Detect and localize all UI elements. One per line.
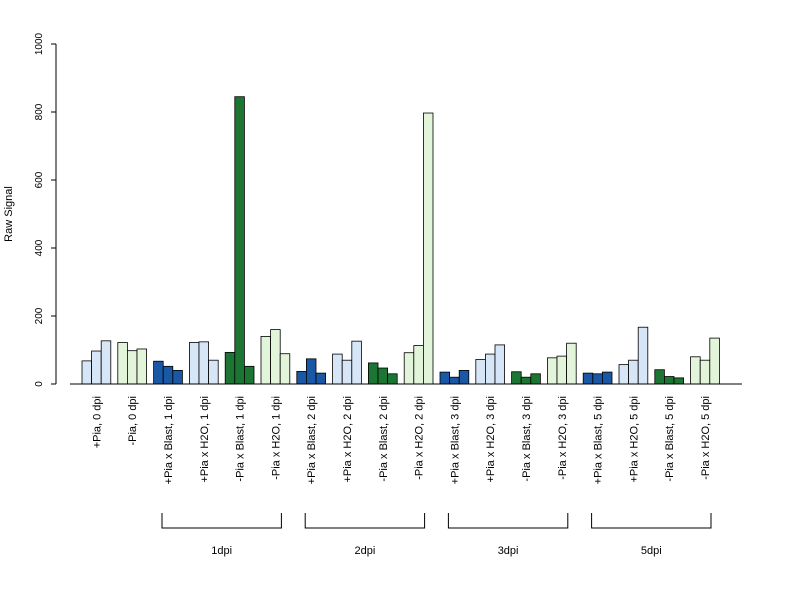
bar — [602, 371, 613, 385]
category-label: -Pia x Blast, 5 dpi — [664, 396, 676, 482]
bar — [709, 337, 720, 385]
bar — [592, 373, 603, 385]
category-label: +Pia x Blast, 5 dpi — [593, 396, 605, 484]
bar — [162, 365, 174, 385]
bar — [91, 350, 102, 385]
bar — [699, 359, 711, 385]
bar — [234, 96, 245, 385]
bar — [279, 353, 291, 385]
bar — [530, 373, 541, 385]
bar — [136, 348, 148, 385]
group-bracket — [304, 513, 426, 529]
bar — [367, 362, 379, 385]
group-label: 1dpi — [211, 545, 232, 557]
bar — [664, 376, 675, 385]
bar — [305, 358, 317, 385]
bar — [637, 326, 649, 385]
bar — [654, 369, 665, 385]
category-label: -Pia x Blast, 1 dpi — [235, 396, 247, 482]
bar — [332, 353, 343, 385]
bar — [188, 342, 200, 385]
y-axis-title: Raw Signal — [3, 186, 15, 242]
category-label: +Pia x H2O, 1 dpi — [199, 396, 211, 483]
bar — [484, 353, 496, 385]
group-label: 3dpi — [498, 545, 519, 557]
bar — [422, 112, 434, 385]
bar — [556, 355, 568, 385]
group-bracket — [161, 513, 282, 529]
bar — [690, 356, 701, 385]
group-label: 2dpi — [355, 545, 376, 557]
bar — [208, 359, 219, 385]
bar — [439, 371, 451, 385]
bar — [224, 351, 236, 385]
category-label: -Pia x Blast, 3 dpi — [521, 396, 533, 482]
y-tick-label: 800 — [34, 103, 45, 120]
bar — [628, 359, 639, 385]
bar — [511, 371, 522, 385]
category-label: +Pia, 0 dpi — [91, 396, 103, 448]
bar — [403, 352, 415, 385]
bar — [520, 376, 532, 385]
y-tick-label: 0 — [34, 381, 45, 387]
bar — [566, 342, 577, 385]
group-bracket — [447, 513, 569, 529]
bar — [475, 359, 486, 385]
bar — [243, 365, 255, 385]
group-label: 5dpi — [641, 545, 662, 557]
bar — [315, 372, 327, 385]
category-label: -Pia x H2O, 1 dpi — [270, 396, 282, 480]
bar — [387, 373, 398, 385]
category-label: +Pia x H2O, 3 dpi — [485, 396, 497, 483]
bar — [172, 369, 183, 385]
bar — [582, 372, 594, 385]
category-label: +Pia x Blast, 2 dpi — [306, 396, 318, 484]
group-bracket — [591, 513, 712, 529]
bar — [413, 345, 424, 385]
category-label: +Pia x Blast, 1 dpi — [163, 396, 175, 484]
y-tick-label: 1000 — [34, 32, 45, 55]
category-label: -Pia x H2O, 5 dpi — [700, 396, 712, 480]
bar — [494, 344, 506, 385]
bar — [198, 341, 210, 385]
bar — [296, 371, 307, 385]
y-tick-label: 200 — [34, 307, 45, 324]
bars — [81, 96, 720, 385]
category-label: -Pia x H2O, 3 dpi — [557, 396, 569, 480]
category-label: -Pia x H2O, 2 dpi — [414, 396, 426, 480]
category-label: -Pia, 0 dpi — [127, 396, 139, 446]
bar — [260, 335, 272, 385]
bar — [117, 342, 128, 385]
bar — [449, 376, 460, 385]
group-brackets: 1dpi 2dpi 3dpi 5dpi — [161, 513, 712, 557]
category-label: -Pia x Blast, 2 dpi — [378, 396, 390, 482]
bar — [100, 340, 112, 385]
bar — [547, 357, 558, 385]
category-label: +Pia x Blast, 3 dpi — [449, 396, 461, 484]
category-label: +Pia x H2O, 5 dpi — [628, 396, 640, 483]
bar — [81, 360, 93, 385]
y-axis: 0 200 400 600 800 1000 — [34, 32, 57, 387]
bar — [341, 359, 353, 385]
category-label: +Pia x H2O, 2 dpi — [342, 396, 354, 483]
y-tick-label: 600 — [34, 171, 45, 188]
bar — [270, 329, 281, 385]
bar — [153, 360, 164, 385]
bar — [351, 340, 362, 385]
bar — [673, 377, 685, 385]
bar — [618, 364, 630, 385]
bar — [458, 369, 470, 385]
y-tick-label: 400 — [34, 239, 45, 256]
category-labels: +Pia, 0 dpi -Pia, 0 dpi +Pia x Blast, 1 dp… — [91, 396, 712, 484]
bar — [377, 367, 389, 385]
bar — [127, 350, 138, 385]
